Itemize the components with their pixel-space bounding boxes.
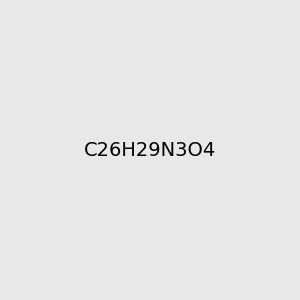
Text: C26H29N3O4: C26H29N3O4 bbox=[84, 140, 216, 160]
